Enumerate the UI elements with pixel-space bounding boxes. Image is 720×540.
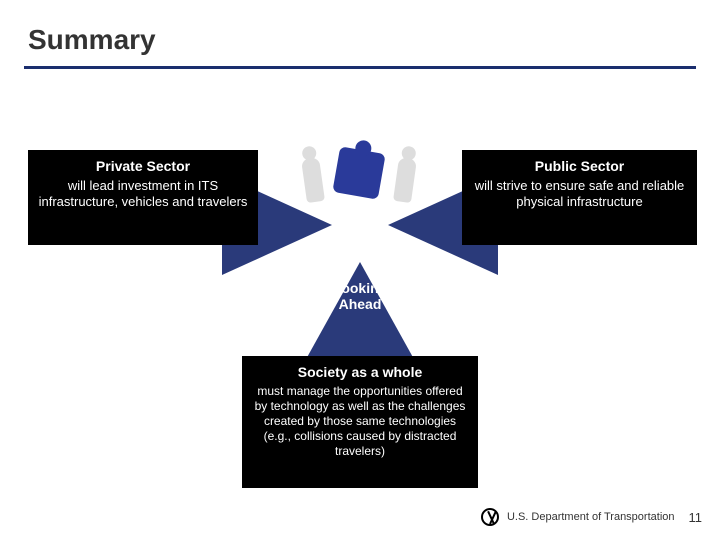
puzzle-piece-icon — [332, 146, 385, 199]
center-label: Looking Ahead — [310, 280, 410, 312]
arrow-bottom — [300, 262, 420, 370]
society-header: Society as a whole — [252, 364, 468, 380]
private-sector-body: will lead investment in ITS infrastructu… — [38, 178, 248, 211]
figure-left-icon — [301, 157, 325, 203]
private-sector-box: Private Sector will lead investment in I… — [28, 150, 258, 245]
society-body: must manage the opportunities offered by… — [252, 384, 468, 459]
footer: U.S. Department of Transportation 11 — [481, 508, 702, 526]
public-sector-box: Public Sector will strive to ensure safe… — [462, 150, 697, 245]
footer-org: U.S. Department of Transportation — [507, 511, 675, 523]
society-box: Society as a whole must manage the oppor… — [242, 356, 478, 488]
dot-logo-icon — [481, 508, 499, 526]
page-title: Summary — [28, 24, 156, 56]
public-sector-body: will strive to ensure safe and reliable … — [472, 178, 687, 211]
page-number: 11 — [689, 510, 703, 525]
title-rule — [24, 66, 696, 69]
figure-right-icon — [393, 157, 417, 203]
puzzle-graphic — [296, 120, 424, 220]
private-sector-header: Private Sector — [38, 158, 248, 174]
public-sector-header: Public Sector — [472, 158, 687, 174]
